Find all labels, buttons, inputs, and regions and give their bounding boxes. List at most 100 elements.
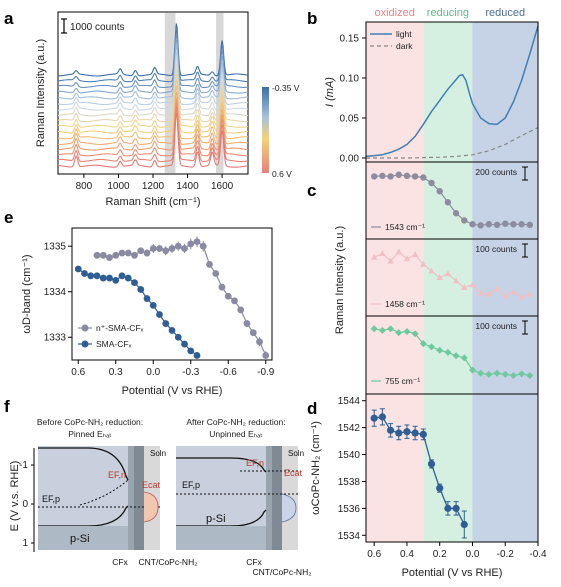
panel-b: oxidized reducing reduced 0.00 0.05 0.10 0.15…	[324, 7, 539, 165]
panel-d-xtick-label-0: 0.6	[367, 549, 381, 560]
panel-e-series-1-point-6	[112, 276, 120, 284]
panel-e-series-1-point-5	[106, 274, 113, 282]
panel-d-axes	[365, 393, 539, 543]
panel-e-series-1-point-13	[156, 311, 163, 318]
panel-d-point-8	[436, 484, 444, 492]
panel-c-series-1-point-2	[387, 257, 394, 264]
panel-d-xtick-label-2: 0.2	[433, 549, 447, 560]
panel-d-point-6	[419, 430, 427, 438]
panel-e-x-axis-label: Potential (V vs RHE)	[122, 385, 223, 397]
panel-d: 0.6 0.4 0.2 0.0 -0.2 -0.4 1534 1536 1538 1540 1542…	[310, 393, 547, 579]
panel-letter-d: d	[307, 399, 317, 418]
panel-c-series-0-point-19	[526, 221, 534, 228]
panel-e-series-1-point-12	[149, 301, 157, 309]
panel-a-xtick-label-4: 1600	[211, 181, 234, 192]
panel-c-series-0-point-4	[403, 172, 411, 180]
panel-d-xtick-label-4: -0.2	[497, 549, 515, 560]
panel-c-series-1-point-6	[420, 260, 427, 267]
panel-d-ticks: 0.6 0.4 0.2 0.0 -0.2 -0.4 1534 1536 1538 1540 1542…	[338, 396, 547, 560]
panel-e-series-0-point-19	[212, 270, 220, 277]
panel-c-series-1-point-16	[502, 292, 509, 299]
panel-d-ytick-label-4: 1542	[338, 423, 361, 434]
panel-e-series-0-point-6	[131, 251, 138, 259]
panel-e-series-0-point-15	[187, 240, 195, 248]
panel-a-spectrum-14	[57, 102, 248, 157]
panel-d-x-axis-label: Potential (V vs RHE)	[402, 567, 503, 579]
panel-a-spectrum-9	[58, 72, 249, 128]
panel-b-ytick-label-1: 0.05	[340, 114, 360, 125]
panel-a: 800 1000 1200 1400 1600 Raman Shift (cm⁻¹) R…	[35, 11, 300, 208]
panel-f-left-title-1: Before CoPc-NH₂ reduction:	[37, 417, 143, 427]
panel-c-series-2-point-8	[436, 346, 444, 354]
panel-c-series-2-point-10	[452, 352, 460, 360]
panel-c-series-2-point-9	[444, 348, 452, 356]
panel-e-series-0-point-21	[224, 292, 232, 300]
panel-c-series-2-point-17	[509, 372, 517, 379]
panel-c-series-2-point-18	[518, 370, 526, 378]
panel-e-series-1-point-7	[118, 272, 126, 280]
panel-f-right-efp-label: EF,p	[182, 480, 200, 490]
panel-c-series-0-point-8	[436, 188, 443, 195]
panel-e-series-0-point-10	[156, 245, 163, 252]
panel-c-series-0-point-10	[452, 210, 460, 217]
panel-c-series-2-point-2	[387, 325, 395, 333]
panel-c: 1543 cm⁻¹ 200 counts 1458 cm⁻¹ 100 counts 75…	[334, 161, 539, 395]
panel-c-series-1-point-1	[379, 249, 386, 256]
panel-e: 0.6 0.3 0.0 -0.3 -0.6 -0.9 1333 1334 1335 Potent…	[21, 227, 275, 397]
panel-c-series-2-point-1	[378, 326, 386, 334]
panel-e-series-0-point-25	[249, 329, 257, 337]
panel-c-series-0-point-14	[485, 221, 493, 228]
panel-e-series-0-point-8	[143, 249, 151, 257]
panel-a-spectra	[57, 23, 249, 168]
panel-e-series-1-point-0	[74, 265, 82, 273]
panel-e-y-axis-label: ωD-band (cm⁻¹)	[21, 254, 33, 333]
panel-e-series-1-point-11	[143, 295, 151, 302]
panel-e-series-0-point-13	[174, 242, 182, 250]
panel-f-left-psi-bulk	[38, 526, 128, 550]
panel-d-point-4	[403, 428, 411, 436]
panel-d-point-11	[460, 520, 468, 529]
panel-b-region-label-oxidized: oxidized	[374, 7, 414, 19]
panel-c-series-0-point-0	[370, 173, 378, 180]
panel-c-series: 1543 cm⁻¹ 200 counts 1458 cm⁻¹ 100 counts 75…	[370, 166, 534, 386]
panel-c-series-0-point-15	[493, 221, 501, 228]
panel-e-series-0-point-14	[181, 245, 188, 252]
panel-c-series-1-point-13	[477, 289, 484, 296]
panel-c-scale-bar-label-1: 100 counts	[475, 244, 517, 254]
panel-a-colorbar-top-label: -0.35 V	[272, 83, 300, 93]
panel-b-y-axis-label: I (mA)	[324, 77, 336, 107]
panel-c-series-0-point-13	[477, 222, 484, 229]
panel-letter-a: a	[4, 9, 14, 28]
panel-f-right-efn-label: EF,n	[246, 458, 264, 468]
panel-d-xtick-label-1: 0.4	[400, 549, 414, 560]
panel-c-series-2-point-5	[411, 330, 419, 338]
panel-a-x-ticks: 800 1000 1200 1400 1600	[76, 174, 234, 192]
panel-e-series-0-point-11	[162, 247, 170, 255]
panel-e-series-0-point-0	[93, 251, 101, 259]
panel-e-series-0-point-4	[118, 249, 126, 257]
panel-c-series-0-point-12	[469, 221, 476, 228]
panel-a-spectrum-6	[58, 57, 249, 111]
panel-f-right-cnt-layer	[272, 446, 282, 550]
panel-f-right-title-1: After CoPc-NH₂ reduction:	[186, 417, 285, 427]
panel-a-spectrum-1	[57, 28, 248, 83]
panel-f-left-ecat-label: Ecat	[142, 480, 161, 490]
panel-e-ytick-label-1: 1334	[44, 287, 67, 298]
panel-e-xtick-label-0: 0.6	[71, 367, 85, 378]
panel-f-left-soln-label: Soln	[150, 449, 166, 458]
panel-c-series-0-point-3	[395, 171, 402, 178]
panel-e-legend-sma-label: SMA-CFₓ	[96, 339, 132, 349]
panel-c-series-2-point-3	[395, 329, 403, 337]
panel-d-y-axis-label: ωCoPc-NH₂ (cm⁻¹)	[310, 421, 322, 515]
panel-b-series-light	[365, 25, 539, 158]
panel-f-ytick-label-1: 1	[22, 538, 28, 549]
panel-d-point-7	[427, 460, 436, 468]
panel-e-series-0-point-7	[137, 247, 145, 255]
panel-d-point-2	[386, 426, 395, 434]
panel-e-axes	[71, 227, 273, 361]
panel-c-series-2-point-13	[477, 369, 485, 377]
panel-f-left-conduction-band	[38, 447, 129, 481]
panel-d-series	[370, 408, 468, 539]
panel-e-series-1-point-14	[162, 320, 170, 327]
panel-f-ytick-label-m1: -1	[19, 460, 28, 471]
